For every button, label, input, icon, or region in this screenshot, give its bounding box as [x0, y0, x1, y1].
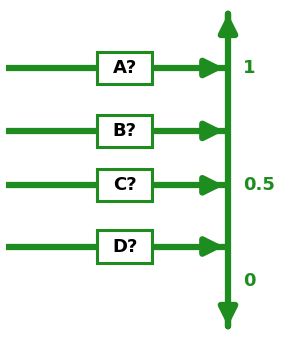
Text: D?: D?	[112, 238, 137, 255]
Text: B?: B?	[113, 122, 136, 140]
Text: 1: 1	[243, 59, 256, 77]
Text: 0: 0	[243, 272, 256, 289]
FancyBboxPatch shape	[97, 169, 152, 201]
FancyBboxPatch shape	[97, 52, 152, 84]
Text: 0.5: 0.5	[243, 176, 275, 194]
Text: A?: A?	[112, 59, 137, 77]
FancyBboxPatch shape	[97, 231, 152, 262]
FancyBboxPatch shape	[97, 115, 152, 147]
Text: C?: C?	[113, 176, 136, 194]
